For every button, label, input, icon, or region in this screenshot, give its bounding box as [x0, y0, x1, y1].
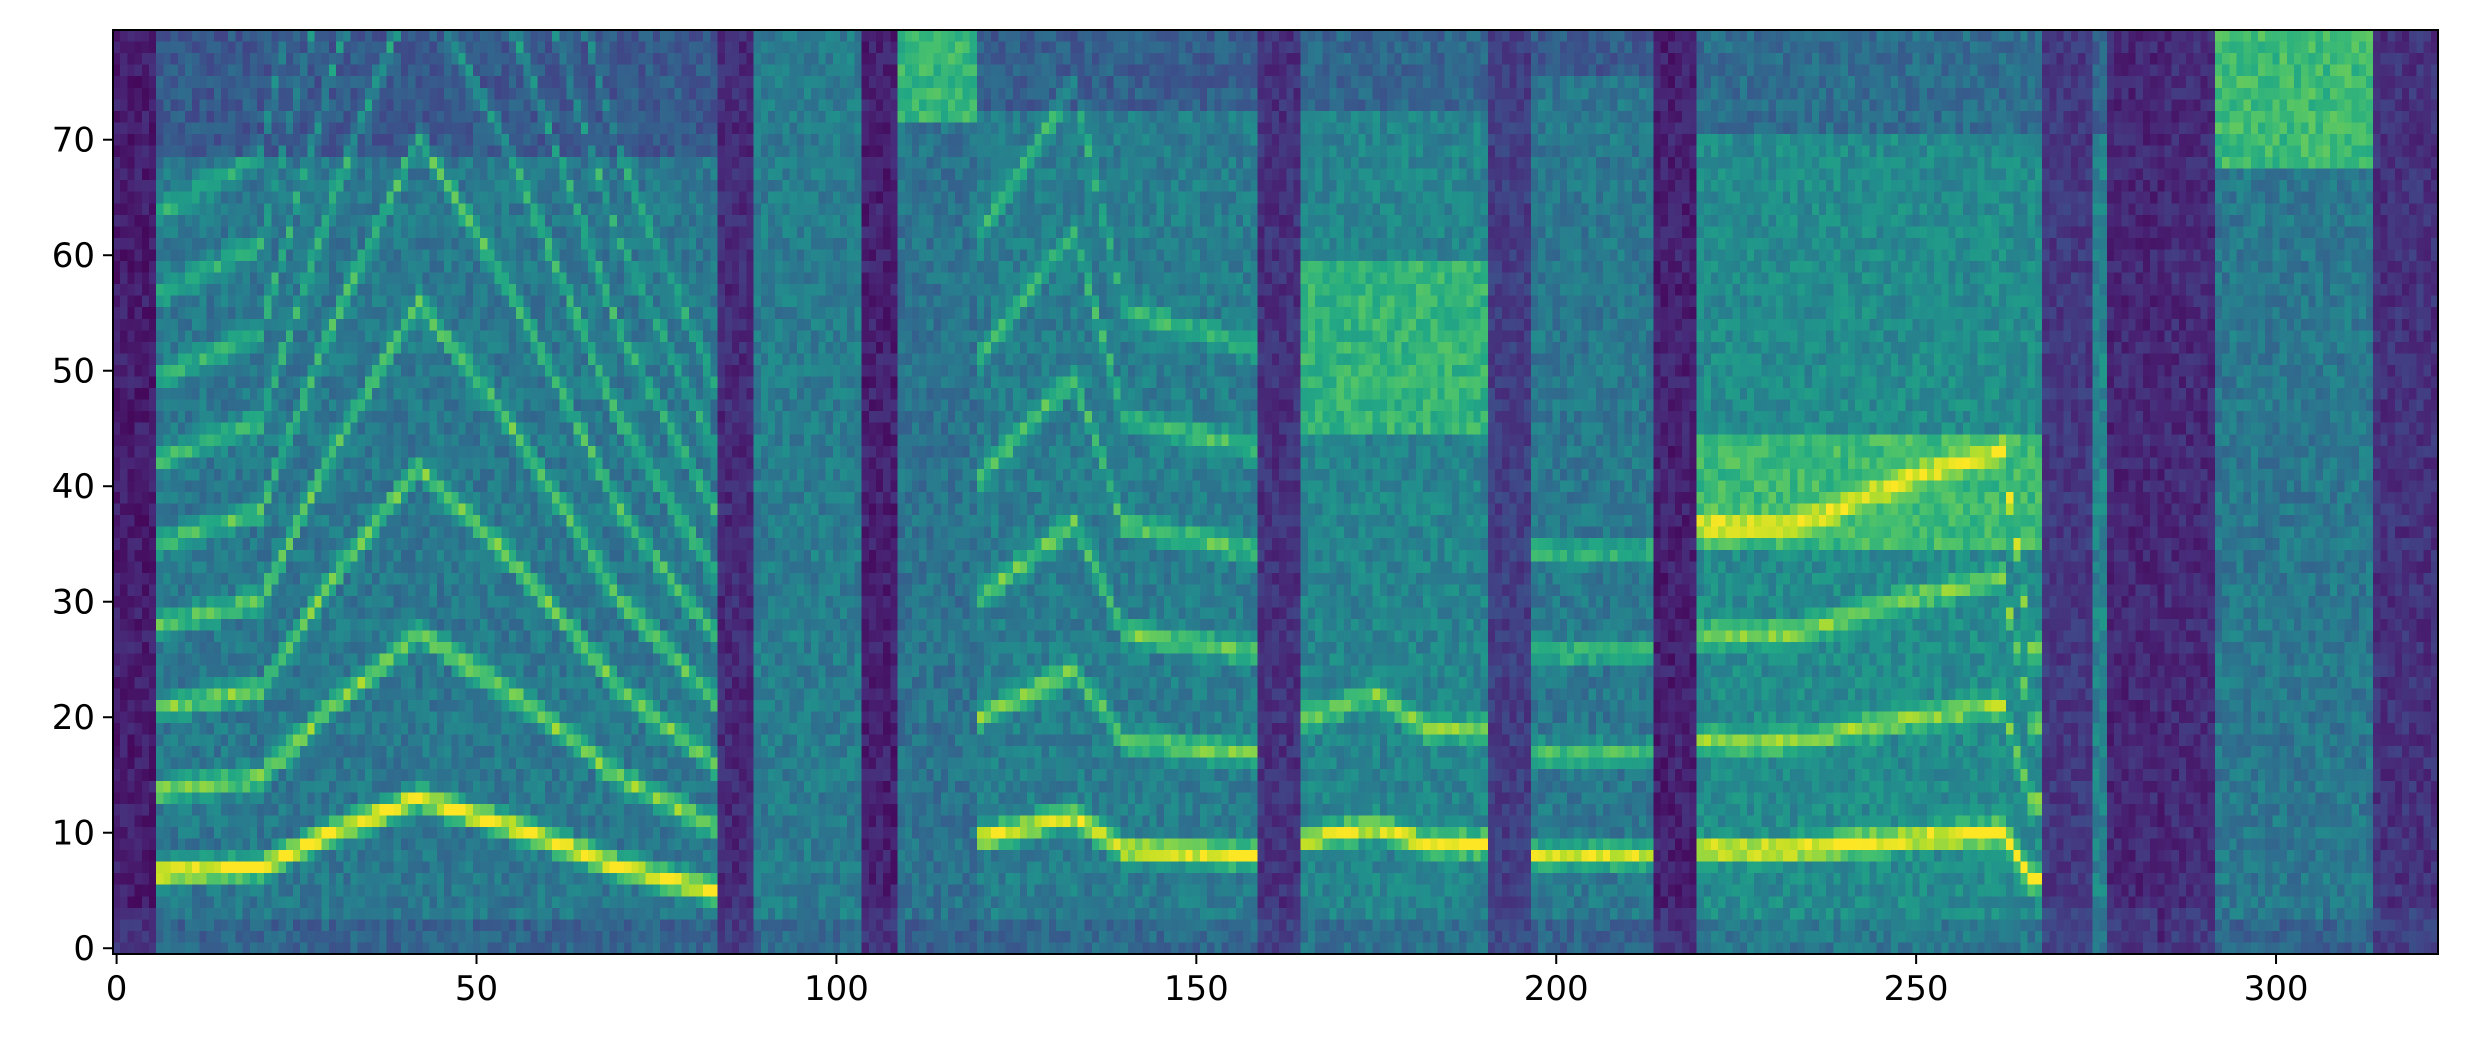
x-tick-label: 300: [2244, 969, 2309, 1009]
y-tick-label: 30: [52, 583, 95, 623]
x-tick-label: 150: [1164, 969, 1229, 1009]
y-tick-label: 60: [52, 236, 95, 276]
y-tick-label: 50: [52, 352, 95, 392]
y-tick-label: 20: [52, 698, 95, 738]
y-tick-label: 70: [52, 121, 95, 161]
y-tick-label: 40: [52, 467, 95, 507]
x-tick-label: 200: [1524, 969, 1589, 1009]
x-tick-label: 250: [1884, 969, 1949, 1009]
x-tick-label: 0: [106, 969, 128, 1009]
y-axis-ticks: 0 10 20 30 40 50 60 70: [52, 121, 113, 969]
y-tick-label: 0: [73, 929, 95, 969]
x-tick-label: 50: [455, 969, 498, 1009]
spectrogram-heatmap: [113, 30, 2438, 954]
plot-frame: [112, 29, 2439, 955]
x-axis-ticks: 0 50 100 150 200 250 300: [106, 954, 2309, 1009]
x-tick-label: 100: [804, 969, 869, 1009]
y-tick-label: 10: [52, 814, 95, 854]
